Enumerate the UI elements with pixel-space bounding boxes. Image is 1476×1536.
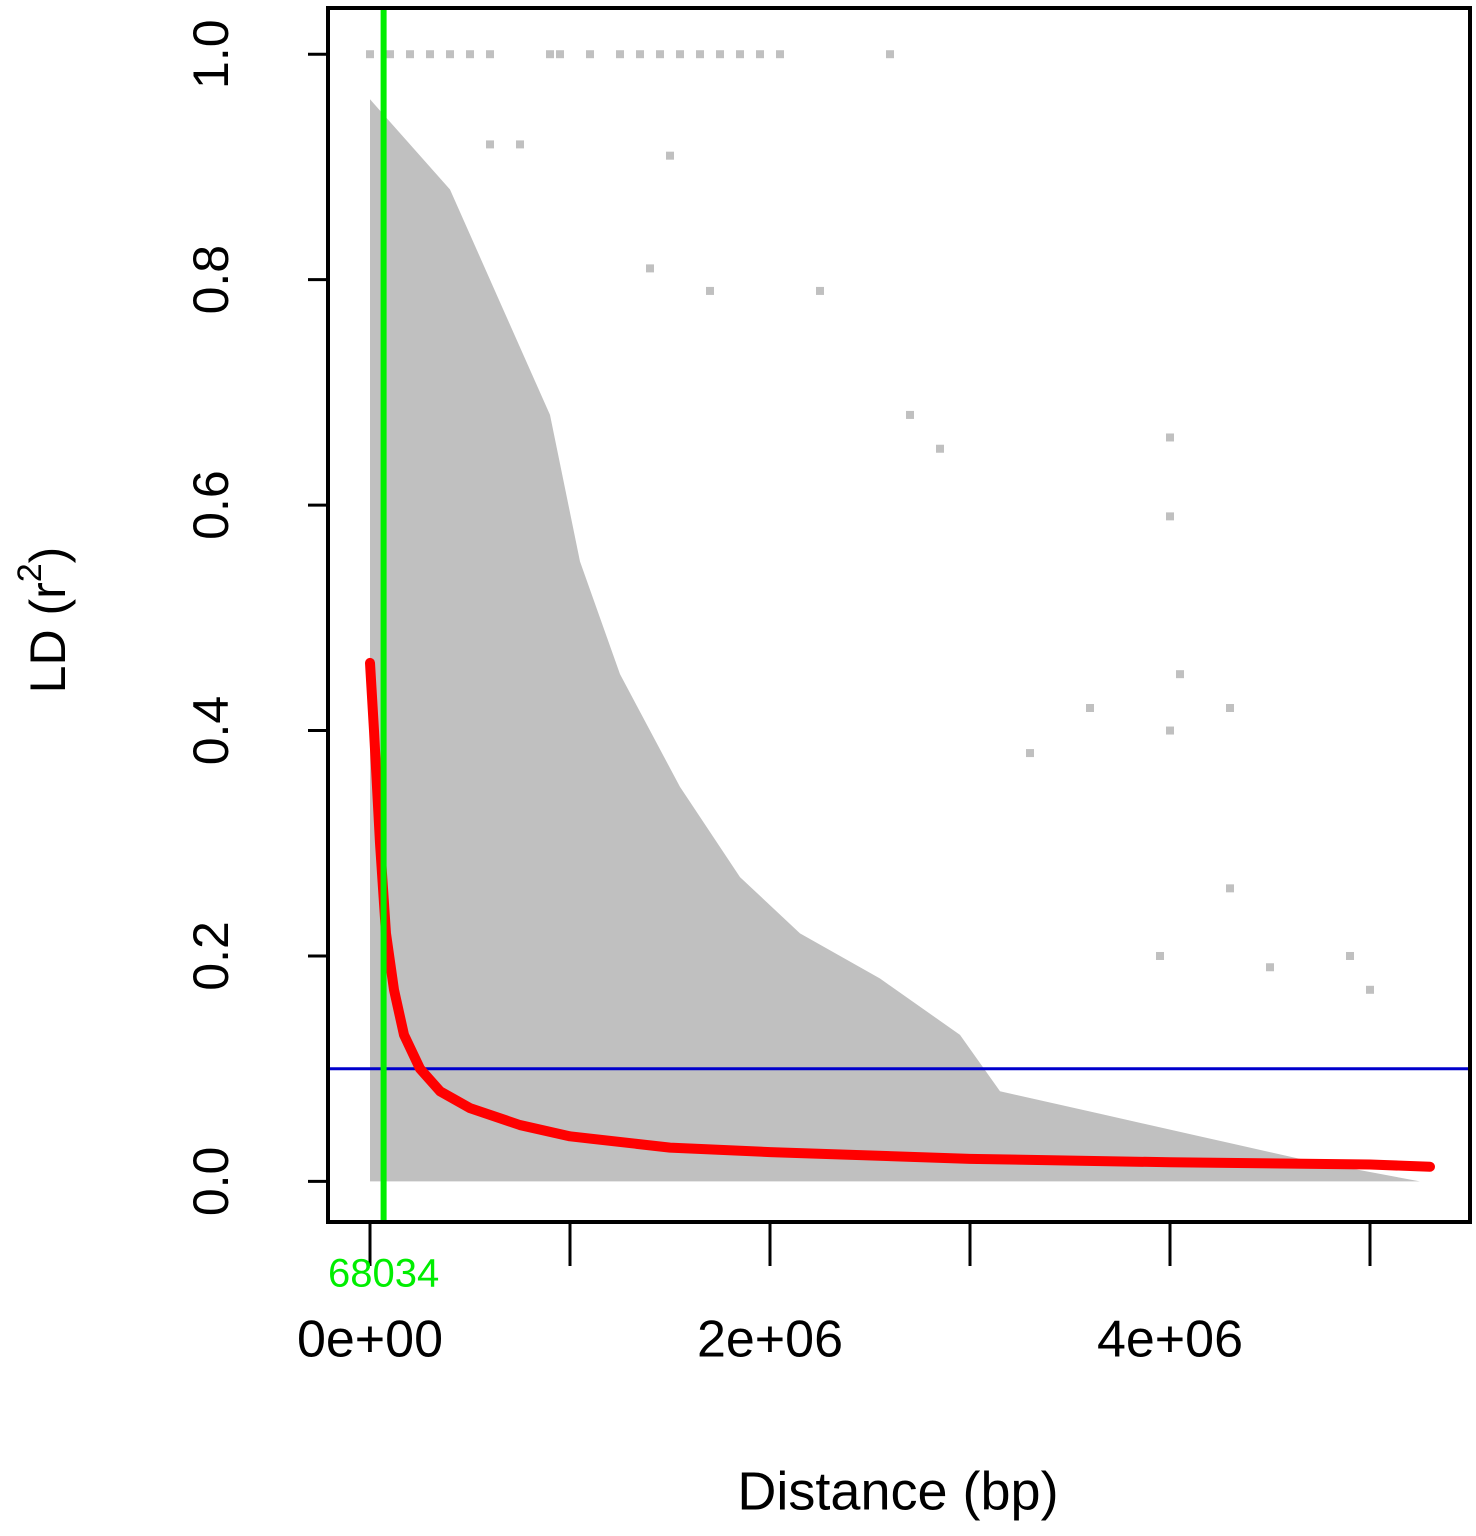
point xyxy=(366,50,374,59)
point xyxy=(1166,512,1174,521)
point xyxy=(426,50,434,59)
point xyxy=(716,50,724,59)
point xyxy=(1026,749,1034,758)
point xyxy=(1166,726,1174,735)
point xyxy=(736,50,744,59)
point xyxy=(756,50,764,59)
x-tick-label: 4e+06 xyxy=(1097,1311,1243,1369)
point xyxy=(696,50,704,59)
point xyxy=(1266,963,1274,972)
point xyxy=(646,264,654,273)
plot-area xyxy=(328,8,1470,1222)
point xyxy=(466,50,474,59)
point xyxy=(656,50,664,59)
point xyxy=(446,50,454,59)
y-tick-label: 0.4 xyxy=(183,696,239,766)
y-axis-label: LD (r2) xyxy=(11,547,76,694)
point xyxy=(386,50,394,59)
point xyxy=(586,50,594,59)
point xyxy=(1346,951,1354,960)
point xyxy=(1086,703,1094,712)
y-axis-label-superscript: 2 xyxy=(11,563,49,582)
point xyxy=(776,50,784,59)
point xyxy=(406,50,414,59)
point xyxy=(546,50,554,59)
point xyxy=(1166,433,1174,442)
point xyxy=(706,286,714,295)
point xyxy=(616,50,624,59)
point xyxy=(1226,884,1234,893)
point xyxy=(1156,951,1164,960)
x-tick-label: 2e+06 xyxy=(697,1311,843,1369)
point xyxy=(486,50,494,59)
y-tick-label: 1.0 xyxy=(183,19,239,89)
point xyxy=(1226,703,1234,712)
point xyxy=(906,410,914,419)
point xyxy=(676,50,684,59)
point xyxy=(936,444,944,453)
x-tick-label: 0e+00 xyxy=(297,1311,443,1369)
point xyxy=(666,151,674,160)
point xyxy=(1176,670,1184,679)
x-axis-label: Distance (bp) xyxy=(737,1461,1058,1521)
point-cloud xyxy=(370,99,1420,1182)
point xyxy=(556,50,564,59)
y-tick-label: 0.8 xyxy=(183,245,239,315)
y-axis-label-text: LD (r xyxy=(20,582,76,693)
point xyxy=(636,50,644,59)
point xyxy=(1366,985,1374,994)
y-tick-label: 0.0 xyxy=(183,1147,239,1217)
y-tick-label: 0.6 xyxy=(183,470,239,540)
y-axis-label-suffix: ) xyxy=(20,547,76,564)
point xyxy=(816,286,824,295)
point xyxy=(486,140,494,149)
point xyxy=(886,50,894,59)
y-tick-label: 0.2 xyxy=(183,921,239,991)
plot-frame xyxy=(326,6,1472,1224)
point xyxy=(516,140,524,149)
decay-distance-label: 68034 xyxy=(328,1252,439,1296)
